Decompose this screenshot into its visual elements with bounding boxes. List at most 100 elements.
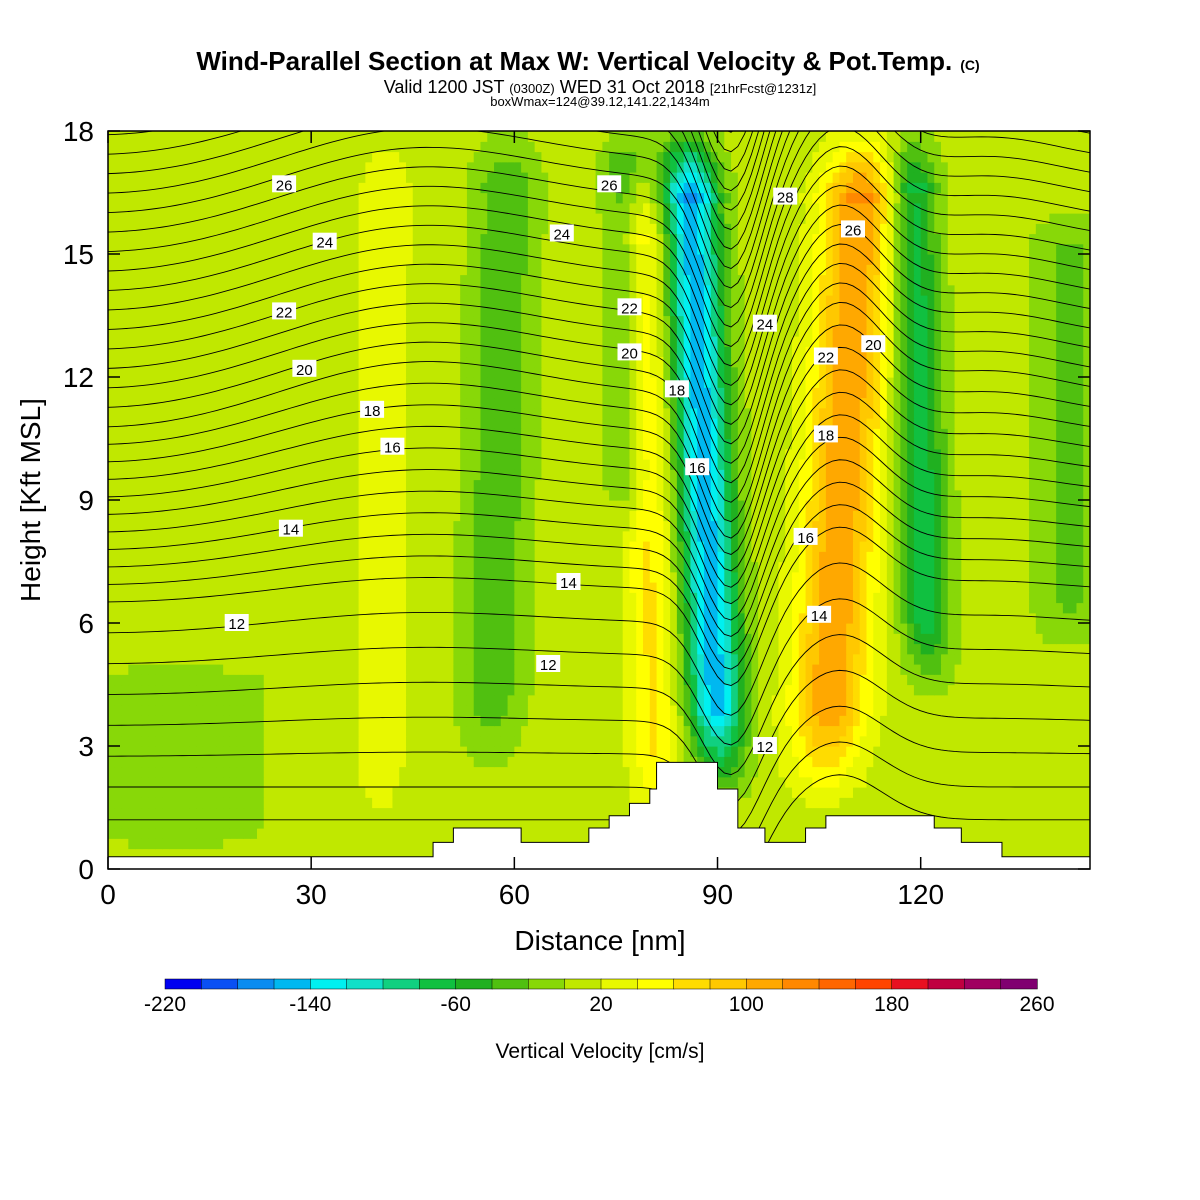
velocity-cell	[1042, 735, 1050, 747]
velocity-cell	[771, 705, 780, 716]
velocity-cell	[629, 561, 637, 573]
velocity-cell	[541, 766, 549, 778]
velocity-cell	[419, 674, 427, 686]
velocity-cell	[954, 715, 962, 727]
velocity-cell	[582, 776, 590, 788]
velocity-cell	[974, 756, 983, 768]
velocity-cell	[527, 705, 536, 716]
velocity-cell	[1042, 653, 1050, 665]
velocity-cell	[209, 530, 217, 542]
velocity-cell	[1001, 520, 1010, 532]
velocity-cell	[527, 530, 536, 542]
velocity-cell	[690, 705, 698, 716]
velocity-cell	[189, 530, 197, 542]
velocity-cell	[683, 602, 692, 614]
velocity-cell	[277, 828, 285, 839]
velocity-cell	[656, 664, 664, 675]
velocity-cell	[162, 838, 170, 850]
velocity-cell	[717, 623, 725, 634]
velocity-cell	[832, 746, 841, 757]
velocity-cell	[561, 530, 570, 542]
velocity-cell	[792, 797, 800, 809]
velocity-cell	[162, 571, 170, 583]
velocity-cell	[1022, 848, 1030, 860]
velocity-cell	[697, 612, 705, 624]
velocity-cell	[527, 592, 536, 604]
velocity-cell	[507, 756, 515, 768]
velocity-cell	[378, 520, 387, 532]
velocity-cell	[1008, 592, 1017, 604]
velocity-cell	[250, 633, 258, 645]
velocity-cell	[378, 623, 387, 634]
velocity-cell	[805, 582, 813, 593]
velocity-cell	[575, 725, 583, 737]
velocity-cell	[839, 746, 847, 757]
velocity-cell	[1022, 715, 1030, 727]
velocity-cell	[1029, 838, 1037, 850]
velocity-cell	[405, 746, 414, 757]
velocity-cell	[243, 787, 251, 798]
velocity-cell	[846, 735, 854, 747]
velocity-cell	[460, 694, 468, 706]
velocity-cell	[941, 705, 949, 716]
velocity-cell	[182, 541, 190, 552]
velocity-cell	[751, 551, 759, 563]
velocity-cell	[968, 561, 976, 573]
velocity-cell	[744, 705, 752, 716]
velocity-cell	[338, 776, 346, 788]
velocity-cell	[311, 602, 319, 614]
velocity-cell	[1076, 684, 1084, 696]
velocity-cell	[1008, 541, 1017, 552]
velocity-cell	[710, 725, 719, 737]
velocity-cell	[311, 643, 319, 655]
velocity-cell	[534, 797, 543, 809]
velocity-cell	[554, 674, 563, 686]
velocity-cell	[588, 797, 597, 809]
velocity-cell	[304, 694, 312, 706]
velocity-cell	[175, 828, 184, 839]
velocity-cell	[615, 746, 624, 757]
velocity-cell	[439, 602, 448, 614]
velocity-cell	[1056, 520, 1064, 532]
velocity-cell	[839, 561, 847, 573]
velocity-cell	[494, 653, 502, 665]
velocity-cell	[839, 520, 847, 532]
velocity-cell	[331, 797, 339, 809]
velocity-cell	[575, 520, 583, 532]
velocity-cell	[717, 756, 725, 768]
velocity-cell	[487, 746, 495, 757]
velocity-cell	[744, 756, 752, 768]
velocity-cell	[1022, 705, 1030, 716]
velocity-cell	[209, 787, 217, 798]
velocity-cell	[880, 633, 888, 645]
velocity-cell	[886, 623, 895, 634]
velocity-cell	[1008, 520, 1017, 532]
velocity-cell	[121, 571, 129, 583]
velocity-cell	[1001, 807, 1010, 819]
velocity-cell	[1076, 848, 1084, 860]
velocity-cell	[114, 756, 123, 768]
velocity-cell	[656, 674, 664, 686]
velocity-cell	[216, 705, 224, 716]
velocity-cell	[724, 664, 732, 675]
velocity-cell	[439, 530, 448, 542]
velocity-cell	[974, 776, 983, 788]
velocity-cell	[527, 561, 536, 573]
velocity-cell	[243, 551, 251, 563]
velocity-cell	[832, 684, 841, 696]
velocity-cell	[412, 684, 421, 696]
velocity-cell	[480, 612, 488, 624]
velocity-cell	[575, 643, 583, 655]
velocity-cell	[615, 766, 624, 778]
velocity-cell	[561, 817, 570, 829]
velocity-cell	[636, 520, 644, 532]
velocity-cell	[385, 776, 394, 788]
velocity-cell	[1042, 817, 1050, 829]
velocity-cell	[527, 674, 536, 686]
velocity-cell	[236, 633, 245, 645]
velocity-cell	[1042, 643, 1050, 655]
velocity-cell	[602, 530, 610, 542]
velocity-cell	[514, 551, 522, 563]
velocity-cell	[358, 807, 366, 819]
velocity-cell	[202, 571, 211, 583]
